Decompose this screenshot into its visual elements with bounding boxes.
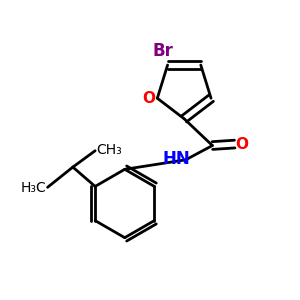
Text: Br: Br: [153, 42, 174, 60]
Text: CH₃: CH₃: [97, 143, 122, 157]
Text: O: O: [236, 136, 249, 152]
Text: O: O: [142, 91, 155, 106]
Text: H₃C: H₃C: [20, 181, 46, 195]
Text: HN: HN: [163, 150, 190, 168]
